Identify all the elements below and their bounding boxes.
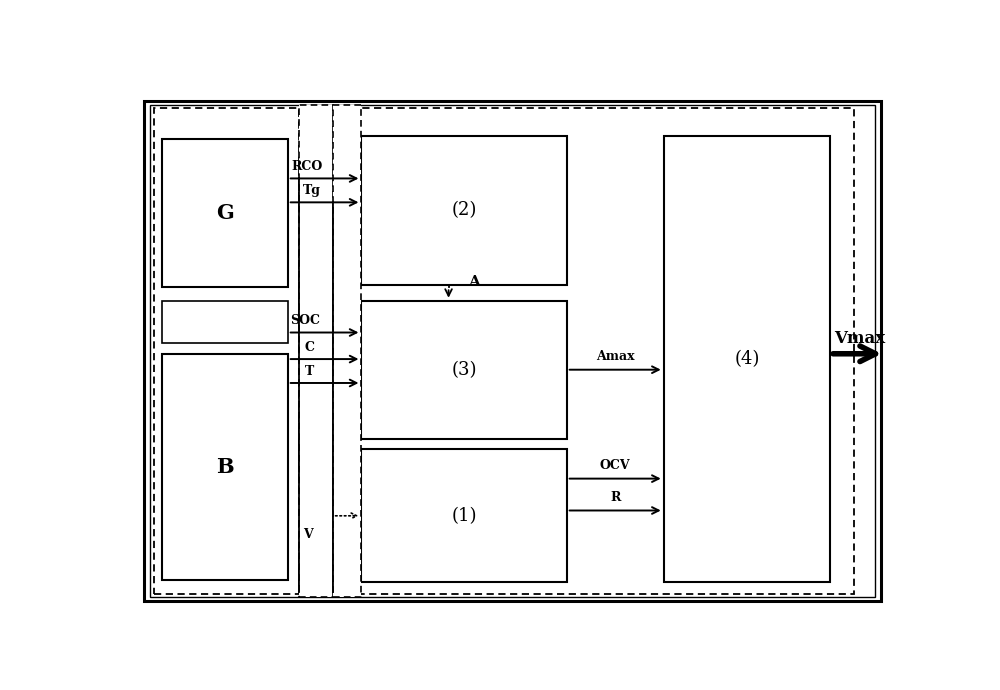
Bar: [154, 108, 299, 594]
Text: SOC: SOC: [290, 315, 320, 327]
Text: OCV: OCV: [600, 459, 631, 472]
Text: RCO: RCO: [292, 160, 323, 173]
Text: A: A: [468, 275, 480, 289]
Text: (2): (2): [451, 201, 477, 219]
Text: B: B: [216, 457, 234, 477]
Text: Tg: Tg: [303, 184, 321, 197]
Text: (3): (3): [451, 361, 477, 379]
Text: (4): (4): [734, 350, 760, 368]
Bar: [361, 301, 567, 439]
Text: R: R: [610, 491, 620, 504]
Text: Vmax: Vmax: [834, 331, 885, 347]
Bar: [333, 105, 361, 597]
Text: T: T: [305, 365, 314, 378]
Bar: [664, 136, 830, 582]
Text: V: V: [303, 528, 313, 541]
Text: Amax: Amax: [596, 350, 635, 363]
Bar: [361, 136, 567, 285]
Bar: [162, 301, 288, 343]
Bar: [162, 354, 288, 580]
Text: G: G: [216, 203, 234, 223]
Bar: [334, 108, 854, 594]
Bar: [361, 449, 567, 582]
Text: (1): (1): [451, 507, 477, 525]
Bar: [299, 105, 333, 597]
Bar: [162, 139, 288, 287]
Text: C: C: [305, 341, 315, 354]
